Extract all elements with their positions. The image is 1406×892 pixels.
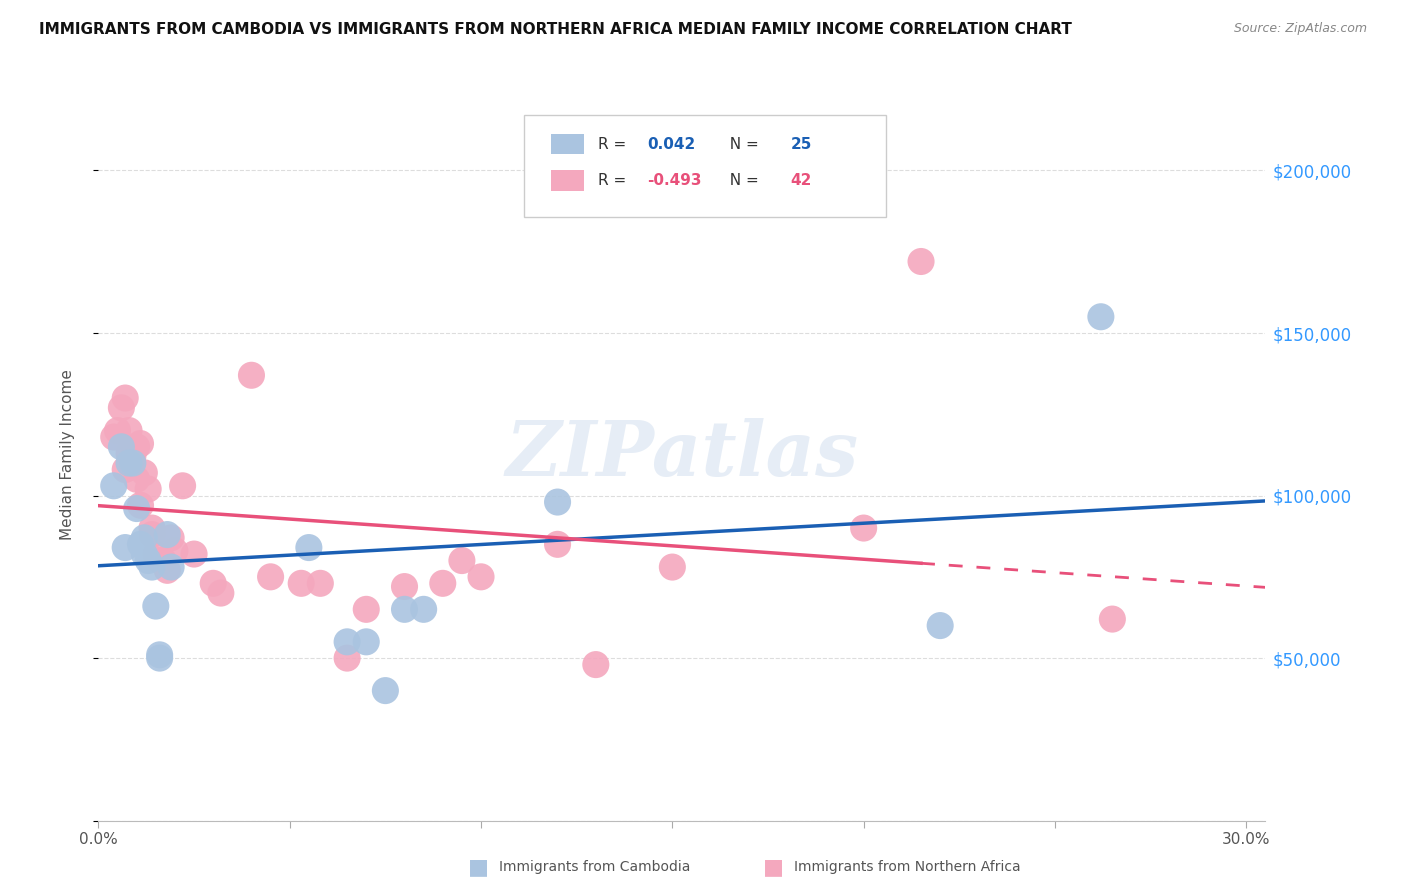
Point xyxy=(160,560,183,574)
Point xyxy=(118,424,141,438)
Text: ■: ■ xyxy=(468,857,488,877)
Point xyxy=(336,651,359,665)
Point xyxy=(103,479,125,493)
Point xyxy=(336,635,359,649)
Point xyxy=(121,450,143,464)
Point xyxy=(114,541,136,555)
Text: R =: R = xyxy=(598,173,631,188)
Text: ■: ■ xyxy=(763,857,783,877)
Text: 0.042: 0.042 xyxy=(647,136,695,152)
FancyBboxPatch shape xyxy=(524,115,886,218)
Point xyxy=(432,576,454,591)
Text: N =: N = xyxy=(720,173,763,188)
Point xyxy=(114,462,136,476)
Point xyxy=(290,576,312,591)
Point xyxy=(118,456,141,470)
Point xyxy=(110,401,132,415)
Point xyxy=(910,254,932,268)
Point xyxy=(125,472,148,486)
Point xyxy=(374,683,396,698)
Point xyxy=(156,527,179,541)
Point xyxy=(585,657,607,672)
Point xyxy=(134,547,156,561)
Point xyxy=(240,368,263,383)
Point xyxy=(451,553,474,567)
Text: Immigrants from Northern Africa: Immigrants from Northern Africa xyxy=(794,860,1021,874)
Text: 42: 42 xyxy=(790,173,811,188)
Point xyxy=(202,576,225,591)
Text: Source: ZipAtlas.com: Source: ZipAtlas.com xyxy=(1233,22,1367,36)
Point xyxy=(125,440,148,454)
Point xyxy=(394,580,416,594)
Point xyxy=(412,602,434,616)
Text: Immigrants from Cambodia: Immigrants from Cambodia xyxy=(499,860,690,874)
Text: ZIPatlas: ZIPatlas xyxy=(505,418,859,491)
Point xyxy=(354,602,377,616)
Point xyxy=(149,648,172,662)
Point xyxy=(470,570,492,584)
Point xyxy=(149,553,172,567)
Point xyxy=(547,537,569,551)
Point xyxy=(136,553,159,567)
Point xyxy=(209,586,232,600)
Point xyxy=(136,482,159,496)
Text: 25: 25 xyxy=(790,136,811,152)
Point xyxy=(107,424,129,438)
Point xyxy=(125,501,148,516)
Point xyxy=(163,544,186,558)
Text: R =: R = xyxy=(598,136,631,152)
Point xyxy=(145,599,167,613)
Point xyxy=(394,602,416,616)
Text: IMMIGRANTS FROM CAMBODIA VS IMMIGRANTS FROM NORTHERN AFRICA MEDIAN FAMILY INCOME: IMMIGRANTS FROM CAMBODIA VS IMMIGRANTS F… xyxy=(39,22,1073,37)
Point xyxy=(160,531,183,545)
Point xyxy=(152,553,174,567)
Point xyxy=(183,547,205,561)
Point xyxy=(118,446,141,460)
Point xyxy=(103,430,125,444)
Text: -0.493: -0.493 xyxy=(647,173,702,188)
Point xyxy=(929,618,952,632)
Point xyxy=(134,466,156,480)
Point xyxy=(309,576,332,591)
Point xyxy=(129,498,152,512)
Point xyxy=(852,521,875,535)
Point xyxy=(354,635,377,649)
Point xyxy=(156,563,179,577)
Point xyxy=(259,570,281,584)
Point xyxy=(114,391,136,405)
Point xyxy=(172,479,194,493)
Point xyxy=(141,521,163,535)
Point xyxy=(129,436,152,450)
FancyBboxPatch shape xyxy=(551,134,583,154)
Point xyxy=(1090,310,1112,324)
Point xyxy=(661,560,683,574)
Point xyxy=(110,440,132,454)
FancyBboxPatch shape xyxy=(551,170,583,191)
Point xyxy=(1101,612,1123,626)
Point xyxy=(149,651,172,665)
Point xyxy=(141,560,163,574)
Point xyxy=(129,537,152,551)
Point xyxy=(141,527,163,541)
Point xyxy=(547,495,569,509)
Point xyxy=(134,531,156,545)
Text: N =: N = xyxy=(720,136,763,152)
Point xyxy=(145,547,167,561)
Point xyxy=(298,541,321,555)
Point xyxy=(121,456,143,470)
Y-axis label: Median Family Income: Median Family Income xyxy=(60,369,75,541)
